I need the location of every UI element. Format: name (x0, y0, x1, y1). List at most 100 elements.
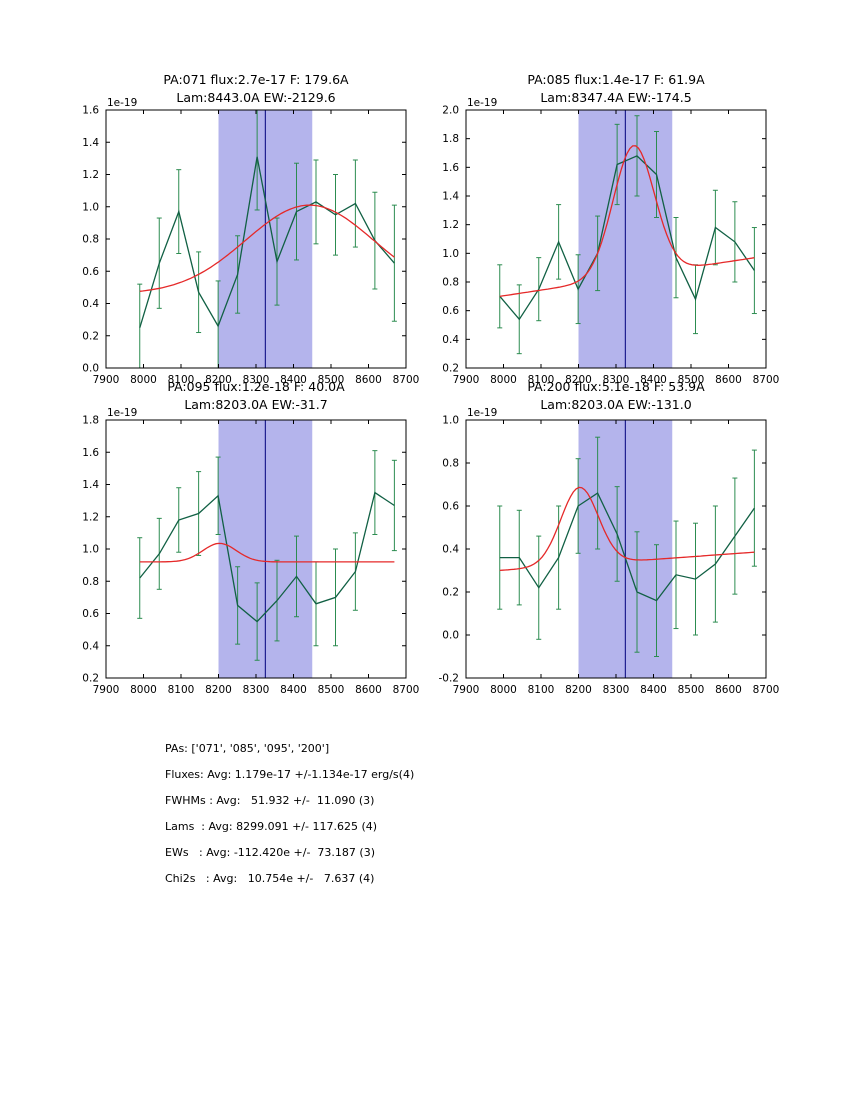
tick-marks (465, 419, 767, 679)
svg-text:8600: 8600 (715, 684, 742, 696)
plot-area (137, 110, 397, 368)
svg-text:8100: 8100 (528, 684, 555, 696)
y-tick-labels: 0.0 0.2 0.4 0.6 0.8 1.0 1.2 1.4 1.6 (82, 105, 99, 375)
subplot-071-title-line1: PA:071 flux:2.7e-17 F: 179.6A (163, 72, 349, 87)
y-tick-labels: -0.2 0.0 0.2 0.4 0.6 0.8 1.0 (439, 415, 460, 685)
svg-text:1.4: 1.4 (82, 137, 99, 149)
svg-text:-0.2: -0.2 (439, 673, 460, 685)
svg-text:0.4: 0.4 (442, 544, 459, 556)
plot-area (497, 436, 757, 657)
subplot-095-offset-label: 1e-19 (107, 407, 138, 419)
svg-text:0.2: 0.2 (442, 363, 459, 375)
y-tick-labels: 0.2 0.4 0.6 0.8 1.0 1.2 1.4 1.6 1.8 (82, 415, 99, 685)
svg-text:1.0: 1.0 (442, 415, 459, 427)
svg-text:0.6: 0.6 (82, 608, 99, 620)
tick-marks (465, 109, 767, 369)
svg-text:8500: 8500 (678, 684, 705, 696)
svg-text:8500: 8500 (318, 684, 345, 696)
data-series-line (499, 155, 755, 321)
tick-marks (105, 109, 407, 369)
svg-text:8100: 8100 (528, 374, 555, 386)
fit-curve (139, 542, 395, 563)
svg-text:8000: 8000 (130, 684, 157, 696)
svg-text:8200: 8200 (205, 374, 232, 386)
svg-text:8600: 8600 (355, 684, 382, 696)
subplot-071-title-line2: Lam:8443.0A EW:-2129.6 (176, 90, 336, 105)
tick-marks (105, 419, 407, 679)
svg-text:0.8: 0.8 (442, 277, 459, 289)
svg-text:2.0: 2.0 (442, 105, 459, 117)
svg-text:8600: 8600 (715, 374, 742, 386)
svg-text:0.4: 0.4 (82, 640, 99, 652)
x-tick-labels: 7900 8000 8100 8200 8300 8400 8500 8600 8700 (93, 684, 420, 696)
svg-text:1.8: 1.8 (442, 133, 459, 145)
subplot-085-offset-label: 1e-19 (467, 97, 498, 109)
stats-line-chi2s: Chi2s : Avg: 10.754e +/- 7.637 (4) (165, 872, 375, 885)
x-tick-labels: 7900 8000 8100 8200 8300 8400 8500 8600 8700 (93, 374, 420, 386)
svg-text:0.6: 0.6 (442, 501, 459, 513)
svg-text:8400: 8400 (640, 684, 667, 696)
svg-text:8300: 8300 (243, 684, 270, 696)
svg-text:1.8: 1.8 (82, 415, 99, 427)
svg-text:8000: 8000 (490, 374, 517, 386)
subplot-200-offset-label: 1e-19 (467, 407, 498, 419)
svg-text:8700: 8700 (753, 374, 780, 386)
svg-text:8400: 8400 (640, 374, 667, 386)
svg-text:0.0: 0.0 (82, 363, 99, 375)
svg-text:7900: 7900 (453, 684, 480, 696)
data-series-line (499, 492, 755, 602)
fit-curve (499, 486, 755, 572)
svg-text:8000: 8000 (130, 374, 157, 386)
svg-text:8500: 8500 (318, 374, 345, 386)
svg-text:0.8: 0.8 (82, 234, 99, 246)
stats-line-ews: EWs : Avg: -112.420e +/- 73.187 (3) (165, 846, 375, 859)
subplot-200-title-line2: Lam:8203.0A EW:-131.0 (540, 397, 692, 412)
svg-text:8500: 8500 (678, 374, 705, 386)
svg-text:1.2: 1.2 (442, 219, 459, 231)
svg-text:1.0: 1.0 (442, 248, 459, 260)
svg-text:8200: 8200 (565, 374, 592, 386)
svg-text:0.6: 0.6 (442, 305, 459, 317)
svg-text:0.0: 0.0 (442, 630, 459, 642)
x-tick-labels: 7900 8000 8100 8200 8300 8400 8500 8600 8700 (453, 374, 780, 386)
x-tick-labels: 7900 8000 8100 8200 8300 8400 8500 8600 8700 (453, 684, 780, 696)
subplot-085-title-line1: PA:085 flux:1.4e-17 F: 61.9A (527, 72, 705, 87)
svg-text:1.6: 1.6 (442, 162, 459, 174)
svg-text:7900: 7900 (453, 374, 480, 386)
svg-text:8700: 8700 (393, 374, 420, 386)
stats-line-lams: Lams : Avg: 8299.091 +/- 117.625 (4) (165, 820, 378, 833)
fit-curve (499, 145, 755, 298)
svg-text:8400: 8400 (280, 374, 307, 386)
svg-text:0.2: 0.2 (82, 673, 99, 685)
plot-area (497, 115, 757, 355)
subplot-071-offset-label: 1e-19 (107, 97, 138, 109)
subplot-095-title-line1: PA:095 flux:1.2e-18 F: 40.0A (167, 379, 345, 394)
svg-text:8700: 8700 (753, 684, 780, 696)
data-series-line (139, 156, 395, 328)
svg-text:0.2: 0.2 (442, 587, 459, 599)
svg-text:1.6: 1.6 (82, 105, 99, 117)
svg-text:1.6: 1.6 (82, 447, 99, 459)
svg-text:8200: 8200 (205, 684, 232, 696)
svg-text:0.6: 0.6 (82, 266, 99, 278)
svg-text:0.8: 0.8 (442, 458, 459, 470)
subplot-200-title-line1: PA:200 flux:5.1e-18 F: 53.9A (527, 379, 705, 394)
stats-line-fwhms: FWHMs : Avg: 51.932 +/- 11.090 (3) (165, 794, 375, 807)
y-tick-labels: 0.2 0.4 0.6 0.8 1.0 1.2 1.4 1.6 1.8 2.0 (442, 105, 459, 375)
subplot-085-title-line2: Lam:8347.4A EW:-174.5 (540, 90, 692, 105)
svg-text:8300: 8300 (603, 684, 630, 696)
data-series-line (139, 491, 395, 623)
svg-text:1.2: 1.2 (82, 169, 99, 181)
svg-text:7900: 7900 (93, 684, 120, 696)
svg-text:1.0: 1.0 (82, 544, 99, 556)
svg-text:1.0: 1.0 (82, 201, 99, 213)
svg-text:8300: 8300 (603, 374, 630, 386)
svg-text:8600: 8600 (355, 374, 382, 386)
subplot-085: 7900 8000 8100 8200 8300 8400 8500 8600 8700 0.2 0… (442, 105, 779, 387)
fit-curve (139, 204, 395, 292)
svg-text:0.4: 0.4 (82, 298, 99, 310)
svg-text:8300: 8300 (243, 374, 270, 386)
stats-line-pas: PAs: ['071', '085', '095', '200'] (165, 742, 330, 755)
